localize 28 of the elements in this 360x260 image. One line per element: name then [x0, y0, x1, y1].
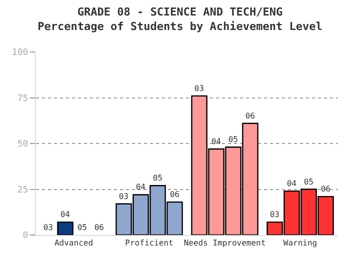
text: 04 [286, 179, 296, 188]
y-tick-label: 75 [17, 94, 28, 104]
text: 05 [228, 135, 238, 144]
x-tick-label: Needs Improvement [184, 238, 266, 248]
text: 05 [304, 177, 314, 186]
x-tick-label: Advanced [54, 238, 94, 248]
bar [57, 222, 74, 235]
text: 04 [136, 182, 146, 192]
series-label: 05 [152, 174, 163, 183]
text: 03 [43, 223, 53, 232]
series-label: 04 [60, 210, 70, 220]
text: 06 [245, 111, 255, 120]
x-tick-label: Warning [283, 238, 318, 248]
chart-subtitle: Percentage of Students by Achievement Level [38, 20, 322, 33]
x-tick-label: Proficient [125, 238, 174, 248]
series-label: 03 [118, 192, 129, 201]
y-tick-label: 100 [12, 48, 28, 58]
text: 03 [194, 84, 204, 93]
text: 04 [211, 136, 221, 146]
text: 03 [270, 210, 280, 220]
y-tick-label: 25 [17, 185, 28, 196]
y-tick-label: 0 [22, 231, 28, 242]
text: 05 [77, 223, 87, 232]
text: 06 [320, 184, 330, 194]
chart-title: GRADE 08 - SCIENCE AND TECH/ENG [77, 6, 284, 19]
y-tick-label: 50 [17, 140, 28, 150]
text: 06 [94, 223, 104, 232]
series-label: 06 [170, 190, 180, 200]
